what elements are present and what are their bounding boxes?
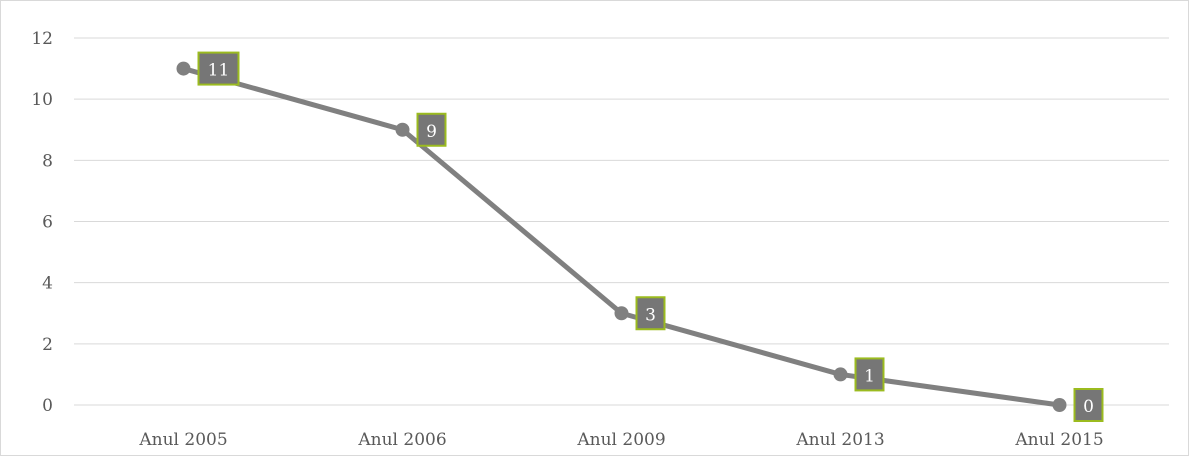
data-point (176, 61, 191, 76)
data-point (833, 367, 848, 382)
y-tick-label: 4 (42, 274, 53, 294)
gridlines (74, 37, 1169, 406)
x-tick-label: Anul 2015 (1014, 430, 1103, 450)
data-label-box (197, 51, 240, 86)
x-tick-label: Anul 2009 (576, 430, 665, 450)
y-tick-label: 8 (42, 151, 53, 171)
data-label-box (416, 112, 447, 147)
y-tick-label: 2 (42, 335, 53, 355)
x-tick-label: Anul 2013 (795, 430, 884, 450)
x-tick-label: Anul 2006 (357, 430, 446, 450)
data-label: 9 (416, 112, 447, 147)
data-label-value: 11 (208, 61, 230, 81)
y-tick-label: 6 (42, 213, 53, 233)
data-label-box (1073, 388, 1104, 422)
data-label: 0 (1073, 388, 1104, 422)
x-tick-label: Anul 2005 (138, 430, 227, 450)
data-point (614, 306, 629, 321)
data-label: 11 (197, 51, 240, 86)
series-line (181, 66, 1062, 408)
y-axis-tick-labels: 0 2 4 6 8 10 12 (31, 29, 53, 416)
data-point (1052, 398, 1067, 412)
data-point (395, 122, 410, 137)
data-label-box (635, 296, 666, 331)
data-label: 1 (854, 357, 885, 392)
data-label-box (854, 357, 885, 392)
series-layer (176, 61, 1067, 412)
y-tick-label: 10 (31, 90, 53, 110)
data-label-value: 1 (864, 366, 875, 386)
y-tick-label: 12 (31, 29, 53, 49)
data-labels: 11 9 3 1 0 (197, 51, 1104, 422)
data-label: 3 (635, 296, 666, 331)
data-label-value: 9 (426, 122, 437, 142)
y-tick-label: 0 (42, 396, 53, 416)
data-label-value: 3 (645, 305, 656, 325)
data-label-value: 0 (1083, 397, 1094, 417)
x-axis-tick-labels: Anul 2005 Anul 2006 Anul 2009 Anul 2013 Anul… (138, 430, 1103, 450)
